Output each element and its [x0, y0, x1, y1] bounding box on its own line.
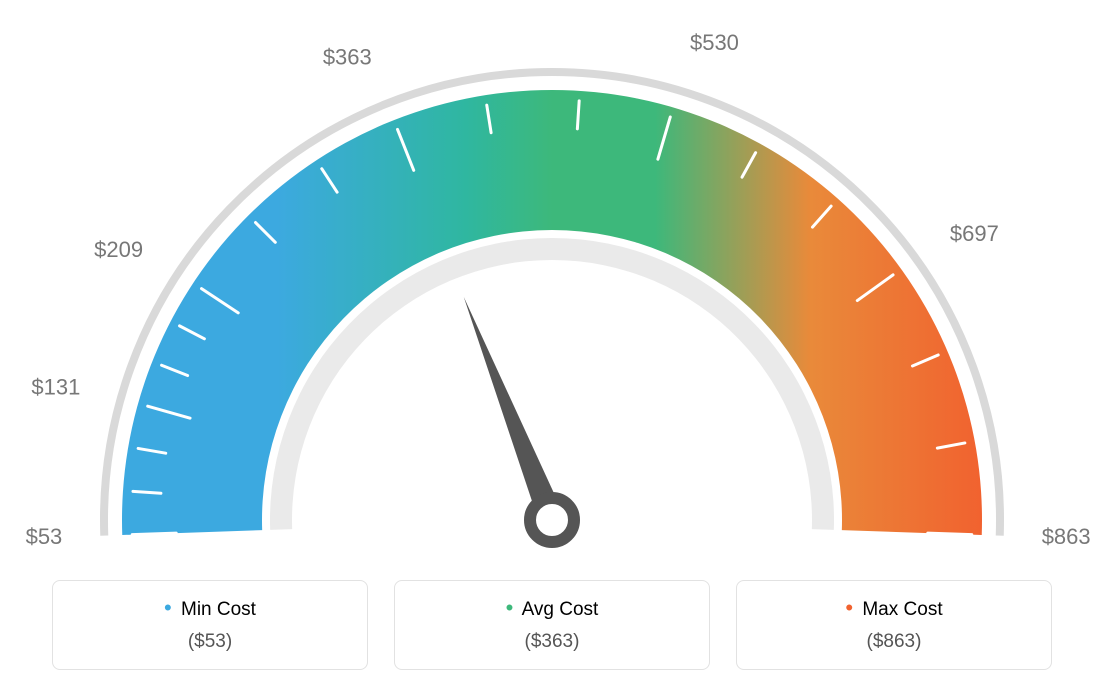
gauge-needle-hub	[530, 498, 574, 542]
min-cost-label-text: Min Cost	[181, 599, 256, 620]
gauge-tick-label: $131	[31, 374, 80, 399]
dot-icon: •	[845, 595, 853, 620]
min-cost-label: • Min Cost	[63, 595, 357, 621]
avg-cost-label: • Avg Cost	[405, 595, 699, 621]
gauge-tick-label: $697	[950, 221, 999, 246]
avg-cost-value: ($363)	[405, 631, 699, 653]
summary-cards: • Min Cost ($53) • Avg Cost ($363) • Max…	[52, 580, 1052, 670]
gauge-tick-label: $363	[323, 44, 372, 69]
max-cost-label: • Max Cost	[747, 595, 1041, 621]
max-cost-card: • Max Cost ($863)	[736, 580, 1052, 670]
dot-icon: •	[506, 595, 514, 620]
min-cost-value: ($53)	[63, 631, 357, 653]
cost-gauge: $53 $131 $209 $363 $530 $697 $863	[0, 0, 1104, 560]
max-cost-value: ($863)	[747, 631, 1041, 653]
gauge-tick-label: $53	[26, 524, 63, 549]
avg-cost-card: • Avg Cost ($363)	[394, 580, 710, 670]
gauge-tick-label: $209	[94, 237, 143, 262]
min-cost-card: • Min Cost ($53)	[52, 580, 368, 670]
max-cost-label-text: Max Cost	[862, 599, 942, 620]
avg-cost-label-text: Avg Cost	[522, 599, 599, 620]
gauge-needle	[464, 297, 564, 525]
gauge-tick-label: $863	[1042, 524, 1091, 549]
dot-icon: •	[164, 595, 172, 620]
gauge-tick-label: $530	[690, 30, 739, 55]
